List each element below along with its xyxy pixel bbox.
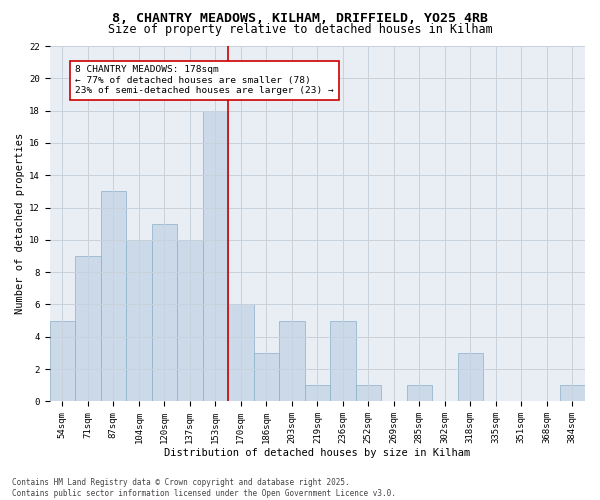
Bar [75, 256, 101, 402]
Y-axis label: Number of detached properties: Number of detached properties [15, 133, 25, 314]
Bar [203, 110, 228, 402]
Bar [50, 320, 75, 402]
Text: Contains HM Land Registry data © Crown copyright and database right 2025.
Contai: Contains HM Land Registry data © Crown c… [12, 478, 396, 498]
Bar [177, 240, 203, 402]
Bar [407, 385, 432, 402]
Text: Size of property relative to detached houses in Kilham: Size of property relative to detached ho… [107, 22, 493, 36]
Text: 8 CHANTRY MEADOWS: 178sqm
← 77% of detached houses are smaller (78)
23% of semi-: 8 CHANTRY MEADOWS: 178sqm ← 77% of detac… [75, 66, 334, 95]
Bar [305, 385, 330, 402]
Bar [356, 385, 381, 402]
Bar [101, 192, 126, 402]
Text: 8, CHANTRY MEADOWS, KILHAM, DRIFFIELD, YO25 4RB: 8, CHANTRY MEADOWS, KILHAM, DRIFFIELD, Y… [112, 12, 488, 26]
Bar [126, 240, 152, 402]
Bar [330, 320, 356, 402]
X-axis label: Distribution of detached houses by size in Kilham: Distribution of detached houses by size … [164, 448, 470, 458]
Bar [254, 353, 279, 402]
Bar [228, 304, 254, 402]
Bar [458, 353, 483, 402]
Bar [560, 385, 585, 402]
Bar [152, 224, 177, 402]
Bar [279, 320, 305, 402]
